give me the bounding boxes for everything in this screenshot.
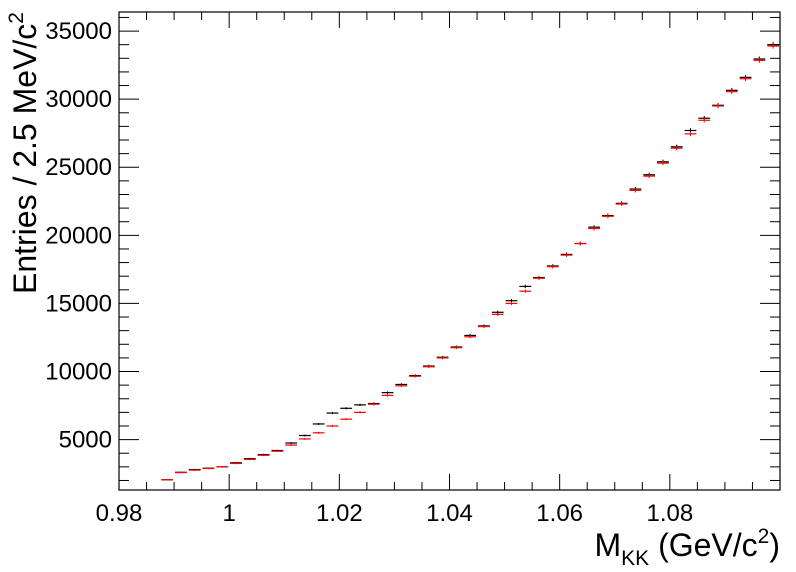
x-tick-label: 1.02	[316, 500, 363, 527]
x-tick-label: 1.04	[426, 500, 473, 527]
y-tick-label: 15000	[45, 290, 112, 317]
y-tick-label: 35000	[45, 18, 112, 45]
plot-frame	[118, 11, 781, 491]
x-tick-label: 1	[222, 500, 235, 527]
y-tick-label: 10000	[45, 359, 112, 386]
y-tick-label: 20000	[45, 222, 112, 249]
series-0	[161, 42, 779, 481]
y-tick-label: 5000	[59, 427, 112, 454]
x-axis-label: MKK (GeV/c2)	[595, 525, 780, 570]
x-tick-label: 1.08	[646, 500, 693, 527]
y-tick-label: 25000	[45, 154, 112, 181]
data-marks	[161, 42, 779, 481]
tick-labels: 0.98 1 1.02 1.04 1.06 1.08 5000 10000 15000 20000…	[45, 18, 693, 527]
y-axis-label: Entries / 2.5 MeV/c2	[5, 12, 43, 294]
x-tick-label: 1.06	[536, 500, 583, 527]
x-tick-label: 0.98	[96, 500, 143, 527]
y-tick-label: 30000	[45, 86, 112, 113]
axis-ticks	[118, 12, 781, 490]
series-1	[161, 43, 779, 481]
